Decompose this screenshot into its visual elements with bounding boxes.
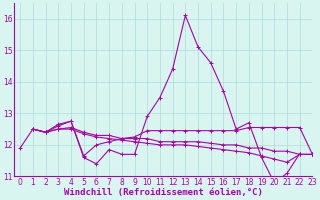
- X-axis label: Windchill (Refroidissement éolien,°C): Windchill (Refroidissement éolien,°C): [64, 188, 262, 197]
